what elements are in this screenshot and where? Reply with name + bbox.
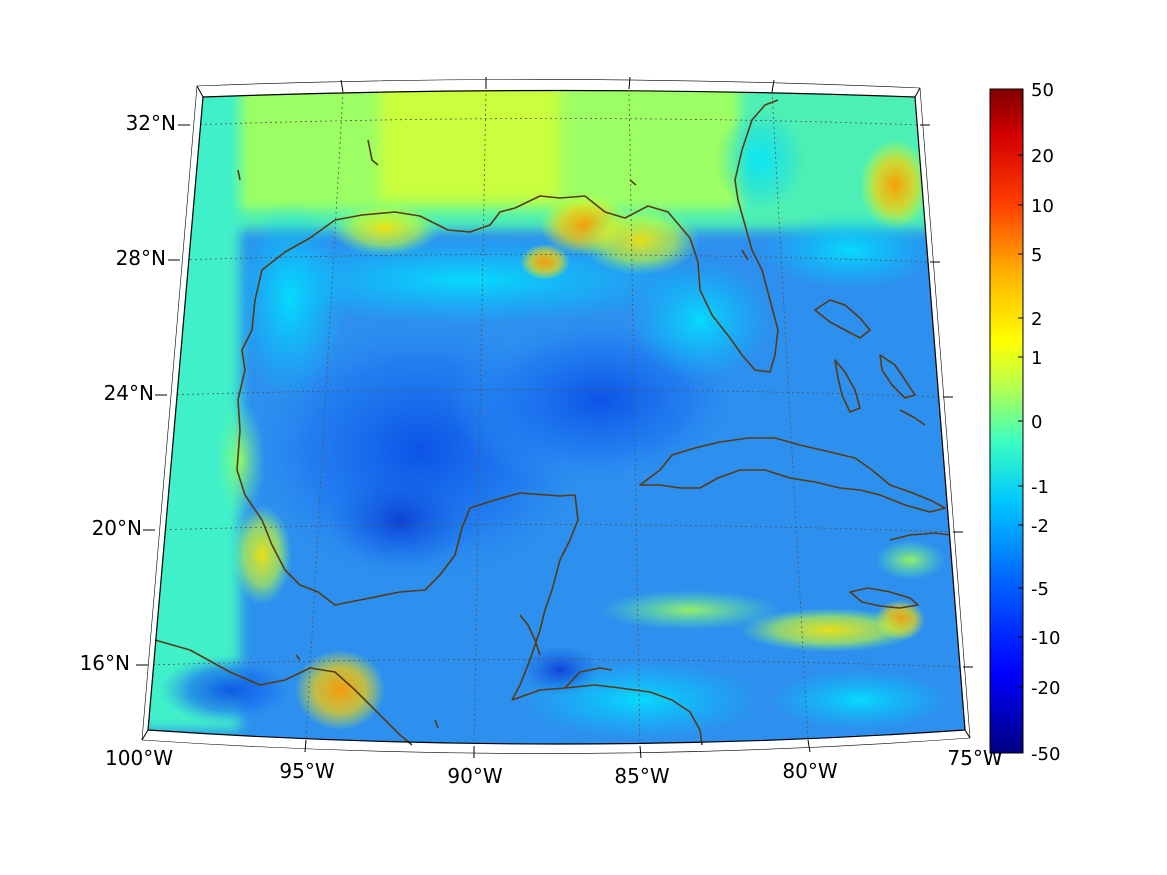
colorbar-tick-label: 1 [1031,348,1042,369]
data-field [148,90,965,744]
lat-label: 16°N [80,651,130,675]
cuba-coast [639,437,946,513]
colorbar-tick-label: -2 [1031,516,1049,537]
map-frame [141,79,971,754]
central-america-coast [154,639,413,746]
bahamas [814,299,926,426]
colorbar-tick-label: 50 [1031,80,1054,101]
colorbar-tick-label: 10 [1031,196,1054,217]
lat-label: 20°N [92,516,142,540]
colorbar-tick-label: -10 [1031,628,1060,649]
colorbar-tick-label: 0 [1031,412,1042,433]
hispaniola-coast [889,532,951,541]
colorbar-tick-label: -50 [1031,744,1060,765]
mexico-gulf-coast [236,469,579,701]
lon-label: 85°W [614,764,669,788]
lon-labels: 100°W 95°W 90°W 85°W 80°W 75°W [105,746,1003,788]
us-gulf-coast [236,99,779,471]
jamaica-coast [849,587,919,609]
colorbar-tick-label: 20 [1031,146,1054,167]
lat-labels: 32°N 28°N 24°N 20°N 16°N [80,111,176,675]
colorbar-tick-label: -1 [1031,477,1049,498]
lon-label: 80°W [782,759,837,783]
lat-label: 28°N [116,246,166,270]
lat-label: 24°N [104,381,154,405]
colorbar-tick-label: -5 [1031,579,1049,600]
colorbar-tick-label: 2 [1031,309,1042,330]
frame-ticks [136,76,973,759]
colorbar-tick-label: -20 [1031,678,1060,699]
colorbar-scale [989,88,1024,754]
colorbar-tick-label: 5 [1031,245,1042,266]
lon-label: 95°W [279,759,334,783]
lon-label: 100°W [105,746,173,770]
colorbar: 50 20 10 5 2 1 0 -1 -2 -5 -10 -20 -50 [989,80,1060,765]
lat-label: 32°N [126,111,176,135]
lon-label: 90°W [447,764,502,788]
coastlines [154,99,951,746]
